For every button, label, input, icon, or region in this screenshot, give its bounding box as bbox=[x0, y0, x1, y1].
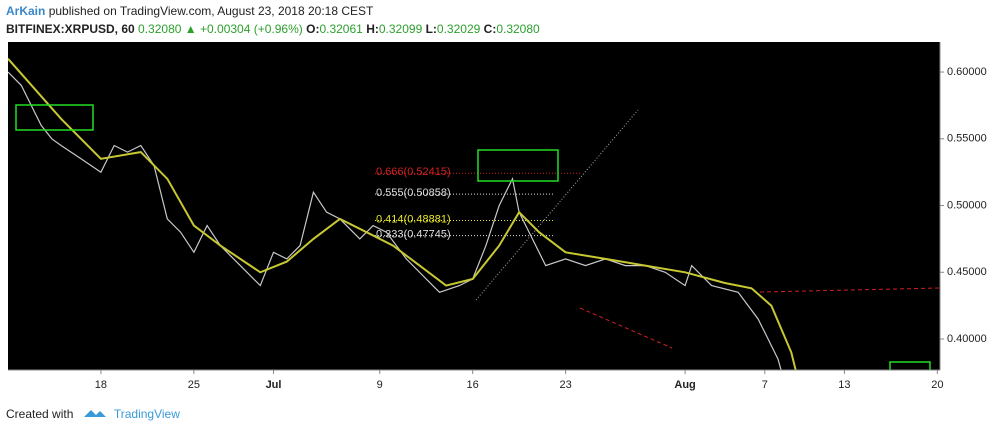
close-label: C: bbox=[483, 22, 497, 36]
low-value: 0.32029 bbox=[436, 22, 481, 36]
y-tick-label: 0.40000 bbox=[947, 333, 987, 345]
plot-area bbox=[8, 42, 940, 370]
change: +0.00304 (+0.96%) bbox=[200, 22, 303, 36]
x-tick-label: 13 bbox=[838, 379, 850, 391]
publish-info: published on TradingView.com, August 23,… bbox=[48, 4, 374, 18]
x-tick-label: 20 bbox=[931, 379, 943, 391]
last-price: 0.32080 bbox=[138, 22, 182, 36]
x-tick-label: Jul bbox=[266, 379, 282, 391]
fib-label: 0.414(0.48881) bbox=[376, 213, 451, 225]
change-arrow: ▲ bbox=[184, 22, 197, 36]
box bbox=[889, 361, 931, 370]
x-tick-label: 25 bbox=[188, 379, 200, 391]
logo bbox=[83, 410, 106, 417]
drawings bbox=[15, 104, 940, 370]
x-tick-label: 18 bbox=[95, 379, 107, 391]
y-tick-label: 0.60000 bbox=[947, 66, 987, 78]
close-value: 0.32080 bbox=[496, 22, 540, 36]
footer-text: Created with bbox=[6, 407, 74, 421]
y-tick-label: 0.55000 bbox=[947, 133, 987, 145]
open-value: 0.32061 bbox=[319, 22, 363, 36]
x-tick-label: 23 bbox=[559, 379, 571, 391]
fib-label: 0.333(0.47745) bbox=[376, 229, 451, 241]
arrow bbox=[579, 307, 673, 349]
x-tick-label: 7 bbox=[762, 379, 768, 391]
footer: Created with TradingView bbox=[6, 407, 180, 421]
high-value: 0.32099 bbox=[378, 22, 423, 36]
author[interactable]: ArKain bbox=[6, 4, 46, 18]
symbol-line: BITFINEX:XRPUSD, 60 0.32080 ▲ +0.00304 (… bbox=[6, 22, 540, 36]
x-tick-label: Aug bbox=[674, 379, 695, 391]
symbol: BITFINEX:XRPUSD, 60 bbox=[6, 22, 135, 36]
arrow bbox=[759, 287, 940, 293]
low-label: L: bbox=[425, 22, 437, 36]
fib-label: 0.666(0.52415) bbox=[376, 166, 451, 178]
box bbox=[15, 104, 94, 131]
x-tick-label: 16 bbox=[467, 379, 479, 391]
y-tick-label: 0.45000 bbox=[947, 266, 987, 278]
publish-line: ArKain published on TradingView.com, Aug… bbox=[6, 4, 373, 18]
chart: 0.666(0.52415) 0.555(0.50858) 0.414(0.4888… bbox=[8, 42, 987, 391]
fib-label: 0.555(0.50858) bbox=[376, 187, 451, 199]
y-tick-label: 0.50000 bbox=[947, 199, 987, 211]
series-line bbox=[8, 58, 797, 370]
box bbox=[477, 149, 559, 182]
series-line bbox=[8, 71, 782, 370]
footer-link[interactable]: TradingView bbox=[113, 407, 180, 421]
open-label: O: bbox=[306, 22, 320, 36]
high-label: H: bbox=[366, 22, 379, 36]
x-tick-label: 9 bbox=[377, 379, 383, 391]
